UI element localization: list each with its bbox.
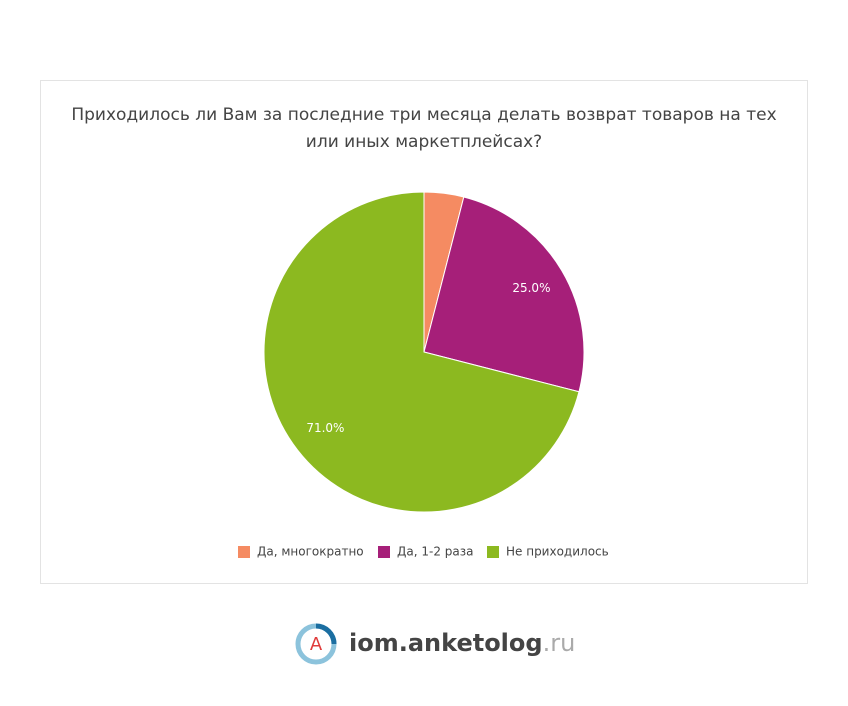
value-label: 71.0% (306, 421, 344, 435)
chart-card: Приходилось ли Вам за последние три меся… (40, 80, 808, 584)
chart-title: Приходилось ли Вам за последние три меся… (71, 105, 777, 152)
legend-label: Да, 1-2 раза (397, 545, 473, 559)
legend-swatch (378, 546, 390, 558)
pie-slice (263, 191, 580, 513)
logo-letter: A (310, 634, 323, 655)
logo-arc (315, 623, 337, 645)
legend-swatch (487, 546, 499, 558)
brand-name: iom.anketolog (349, 629, 543, 657)
brand-domain: .ru (543, 629, 576, 657)
value-label: 25.0% (512, 281, 550, 295)
logo-center (302, 630, 330, 658)
brand: iom.anketolog.ru (349, 629, 575, 657)
legend-swatch (238, 546, 250, 558)
pie-slice (423, 196, 585, 393)
legend-label: Не приходилось (506, 545, 609, 559)
legend-label: Да, многократно (257, 545, 364, 559)
logo-icon (295, 623, 337, 665)
